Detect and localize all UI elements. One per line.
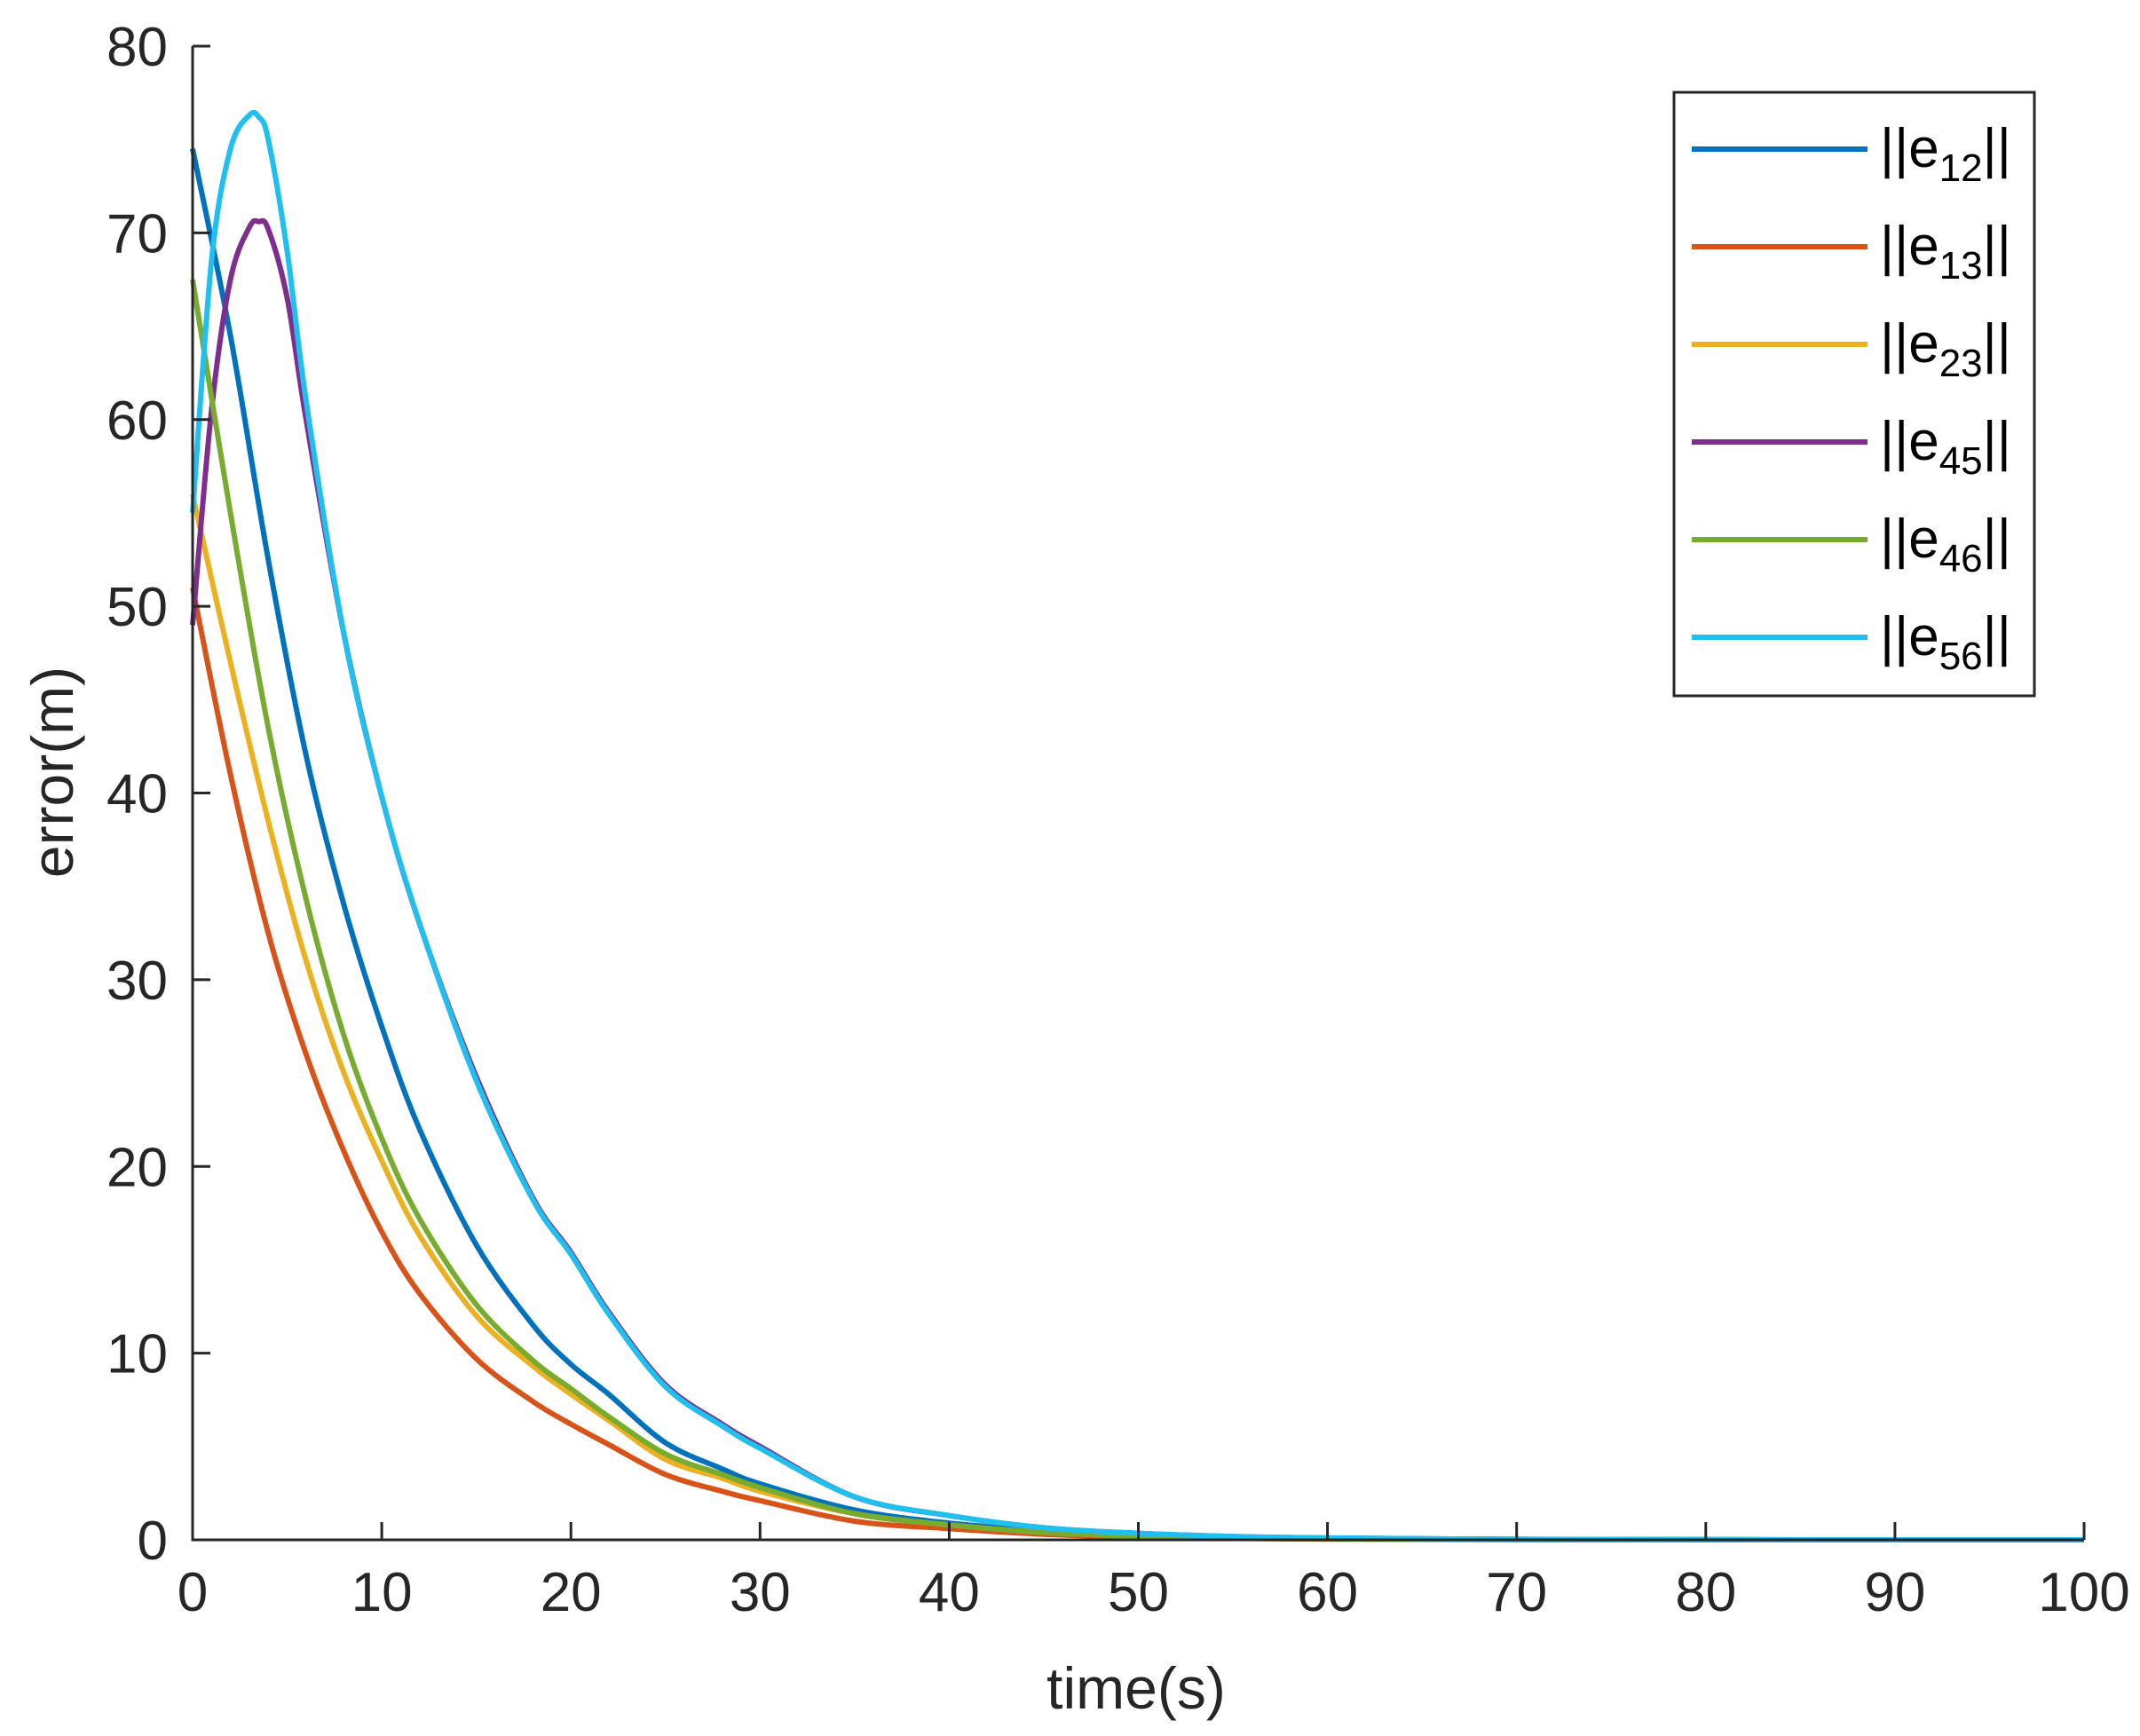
legend-label-2: ||e13|| bbox=[1880, 216, 2011, 288]
legend-label-1: ||e12|| bbox=[1880, 118, 2011, 190]
legend-label-5: ||e46|| bbox=[1880, 509, 2011, 580]
legend-label-4: ||e45|| bbox=[1880, 411, 2011, 483]
x-axis-label: time(s) bbox=[1046, 1655, 1226, 1721]
y-tick-label: 30 bbox=[107, 951, 168, 1012]
x-tick-label: 0 bbox=[178, 1562, 208, 1623]
y-tick-label: 40 bbox=[107, 764, 168, 825]
x-tick-label: 30 bbox=[730, 1562, 791, 1623]
legend-label-6: ||e56|| bbox=[1880, 606, 2011, 678]
x-tick-label: 20 bbox=[541, 1562, 602, 1623]
legend-box bbox=[1672, 91, 2036, 698]
x-tick-label: 80 bbox=[1675, 1562, 1736, 1623]
x-tick-label: 60 bbox=[1297, 1562, 1358, 1623]
y-tick-label: 0 bbox=[138, 1511, 168, 1572]
y-axis-label: error(m) bbox=[20, 667, 85, 878]
y-tick-label: 80 bbox=[107, 17, 168, 78]
y-tick-label: 60 bbox=[107, 391, 168, 452]
axes-layer: 0 10 20 30 40 50 60 70 80 90 100 0 10 20 30 40 50 60 70 80 bbox=[107, 17, 2130, 1623]
x-tick-label: 100 bbox=[2038, 1562, 2129, 1623]
x-tick-label: 70 bbox=[1486, 1562, 1547, 1623]
y-tick-label: 10 bbox=[107, 1324, 168, 1385]
y-tick-label: 70 bbox=[107, 203, 168, 264]
y-tick-label: 50 bbox=[107, 577, 168, 638]
legend: ||e12|| ||e13|| ||e23|| ||e45|| ||e46|| ||e56… bbox=[1672, 91, 2036, 698]
x-tick-label: 40 bbox=[919, 1562, 980, 1623]
x-tick-label: 50 bbox=[1108, 1562, 1169, 1623]
y-tick-label: 20 bbox=[107, 1137, 168, 1198]
x-tick-label: 90 bbox=[1864, 1562, 1925, 1623]
series-layer bbox=[190, 109, 2084, 1543]
x-tick-label: 10 bbox=[351, 1562, 413, 1623]
series-line-6 bbox=[190, 109, 2084, 1543]
legend-label-3: ||e23|| bbox=[1880, 313, 2011, 385]
